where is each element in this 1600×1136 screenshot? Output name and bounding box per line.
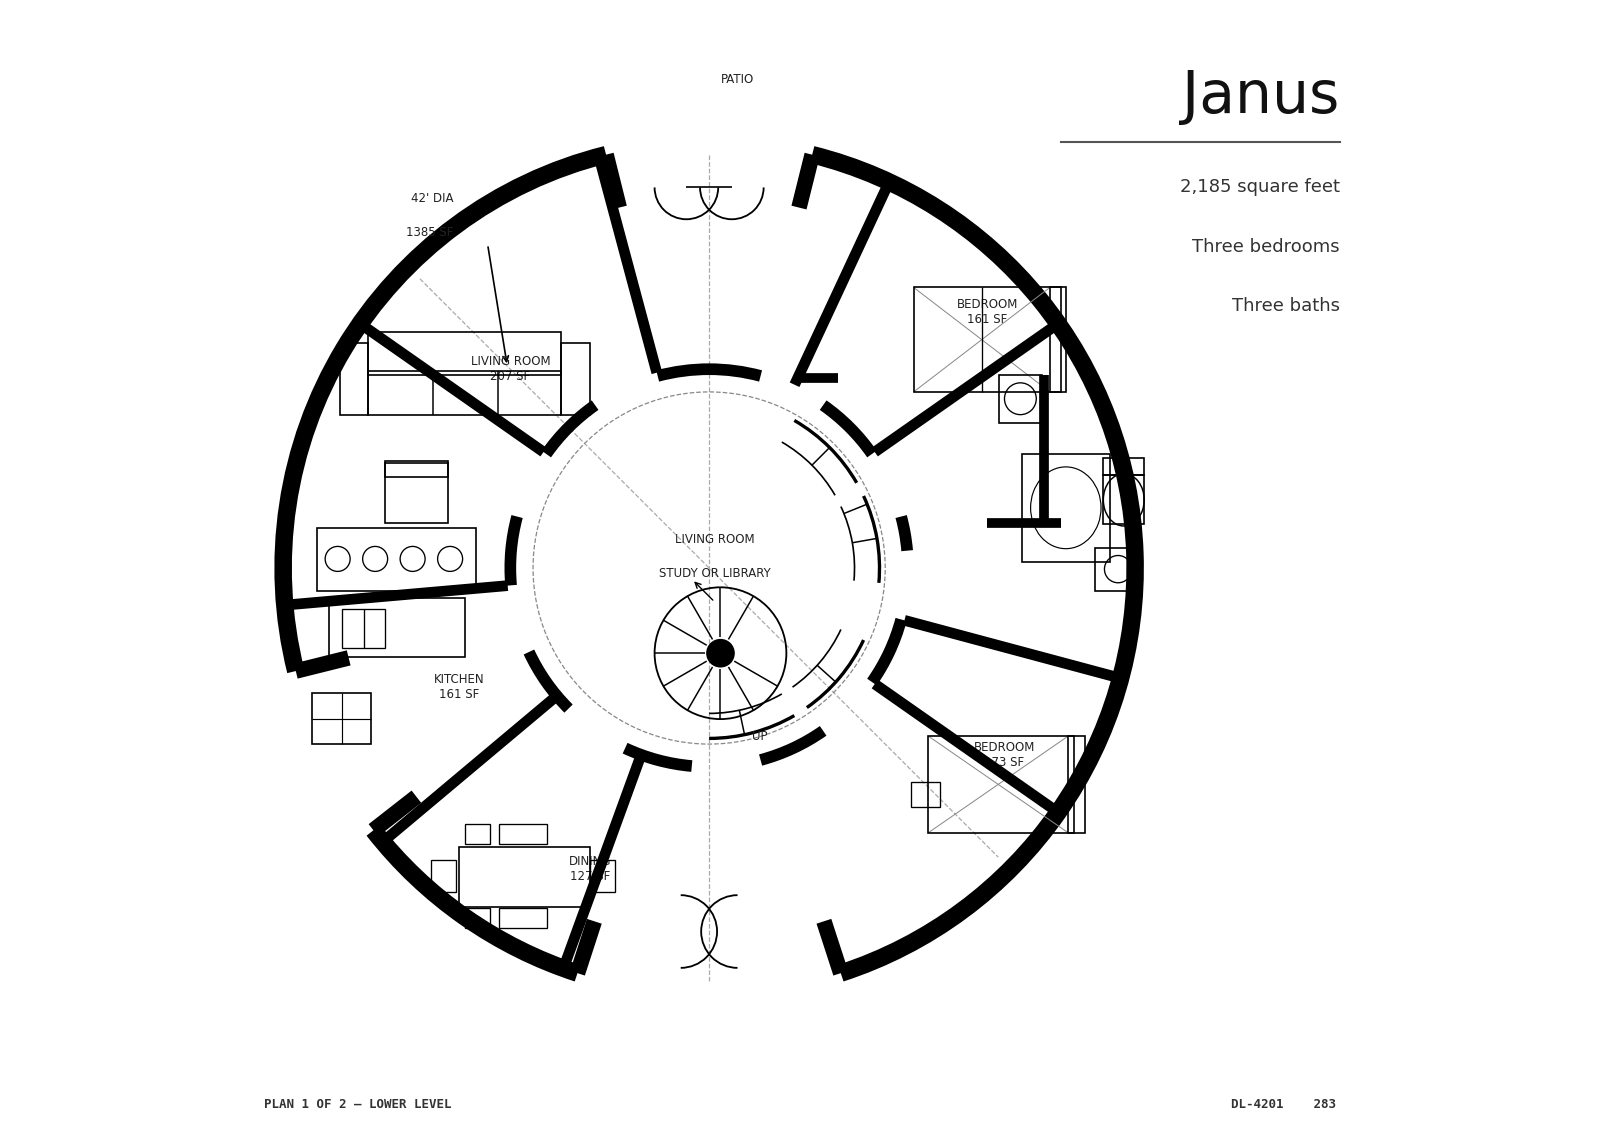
Bar [368,332,562,375]
Bar [430,860,456,892]
Bar [339,343,368,415]
Bar [466,908,490,928]
Bar [590,860,614,892]
Text: BEDROOM
173 SF: BEDROOM 173 SF [974,742,1035,769]
Bar [466,824,490,844]
Bar [499,824,547,844]
Bar [1050,287,1066,392]
Bar [1069,736,1085,833]
Bar [386,461,448,477]
Text: KITCHEN
161 SF: KITCHEN 161 SF [434,674,485,701]
Text: LIVING ROOM
207 SF: LIVING ROOM 207 SF [470,356,550,383]
Bar [317,528,477,591]
Text: 2,185 square feet: 2,185 square feet [1179,178,1339,197]
Text: PATIO: PATIO [722,73,754,86]
Bar [328,598,466,657]
Text: LIVING ROOM: LIVING ROOM [675,533,755,546]
Bar [386,463,448,523]
Bar [368,371,562,415]
Text: DL-4201    283: DL-4201 283 [1230,1097,1336,1111]
Bar [912,782,939,807]
Text: Janus: Janus [1182,68,1339,125]
Bar [1096,548,1141,591]
Text: DINING
127 SF: DINING 127 SF [568,855,611,883]
Bar [499,908,547,928]
Bar [928,736,1074,833]
Circle shape [707,640,734,667]
Text: 42' DIA: 42' DIA [411,192,453,206]
Text: BEDROOM
161 SF: BEDROOM 161 SF [957,299,1018,326]
Bar [998,375,1042,423]
Text: PLAN 1 OF 2 – LOWER LEVEL: PLAN 1 OF 2 – LOWER LEVEL [264,1097,451,1111]
Text: Three bedrooms: Three bedrooms [1192,237,1339,256]
Text: Three baths: Three baths [1232,296,1339,315]
Bar [562,343,590,415]
Bar [459,847,590,907]
Text: STUDY OR LIBRARY: STUDY OR LIBRARY [659,567,771,580]
Bar [1104,475,1144,524]
Bar [1021,454,1110,562]
Bar [1104,458,1144,475]
Bar [914,287,1061,392]
Bar [312,693,371,744]
Text: UP: UP [752,729,768,743]
Text: 1385 SF: 1385 SF [406,226,453,240]
Bar [342,609,386,648]
